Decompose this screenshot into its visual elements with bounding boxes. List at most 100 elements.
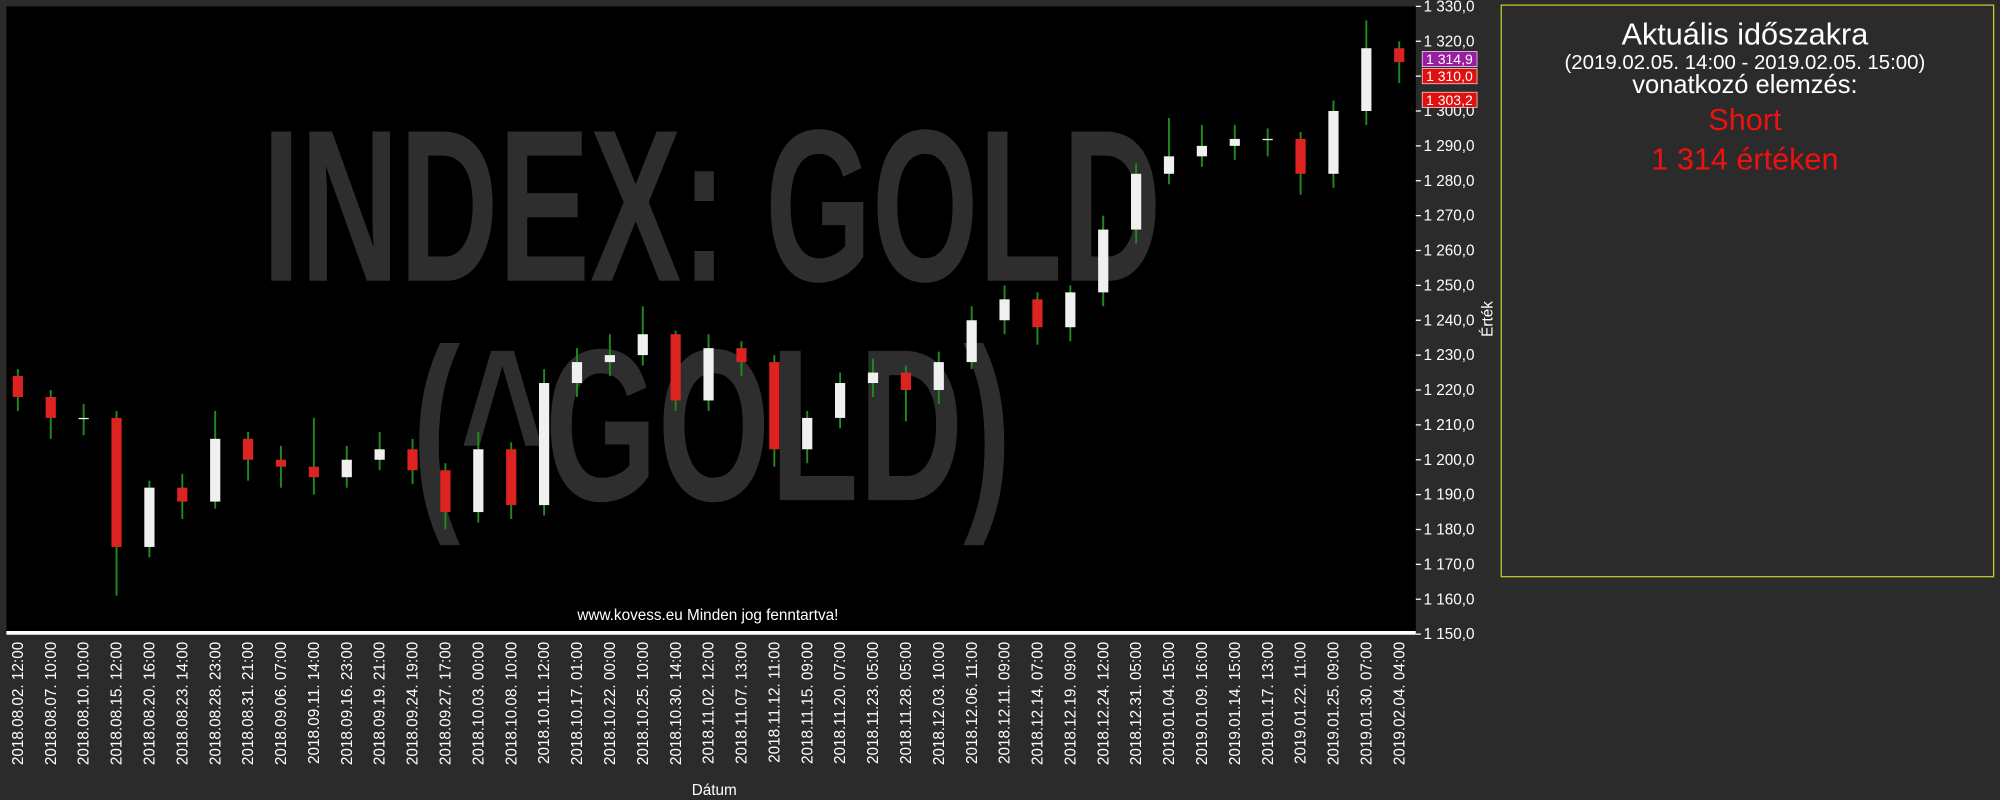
price-tag (1421, 51, 1478, 68)
x-tick-label: 2019.02.04. 04:00 (1391, 642, 1408, 765)
candle-body (1394, 48, 1405, 63)
candle-body (802, 417, 813, 450)
y-tick-label: 1 250,0 (1423, 277, 1474, 294)
x-tick-label: 2018.08.10. 10:00 (76, 642, 93, 765)
candle-body (1032, 299, 1043, 328)
candle-body (966, 320, 977, 363)
candle-body (604, 355, 615, 363)
candle-body (900, 372, 911, 391)
candle-body (835, 383, 846, 418)
x-tick-label: 2019.01.09. 16:00 (1194, 642, 1211, 765)
panel-period: (2019.02.05. 14:00 - 2019.02.05. 15:00) (1565, 52, 1926, 74)
x-tick-label: 2018.12.14. 07:00 (1030, 642, 1047, 765)
x-tick-label: 2018.09.11. 14:00 (306, 642, 323, 764)
candle-body (703, 348, 714, 401)
y-tick-label: 1 280,0 (1423, 173, 1474, 190)
candle-body (571, 362, 583, 384)
candle-body (177, 487, 188, 502)
panel-subtitle: vonatkozó elemzés: (1632, 71, 1857, 99)
candle-body (440, 470, 451, 513)
candles (12, 20, 1405, 596)
candle-body (78, 417, 89, 420)
plot-area (6, 6, 1416, 635)
x-tick-label: 2018.08.15. 12:00 (109, 642, 126, 765)
y-tick-label: 1 240,0 (1423, 312, 1474, 329)
candle-body (45, 396, 56, 418)
x-tick-label: 2019.01.22. 11:00 (1293, 642, 1310, 764)
y-axis-title: Érték (1479, 301, 1496, 337)
watermark-line: INDEX: GOLD (262, 85, 1161, 327)
y-tick-label: 1 160,0 (1423, 591, 1474, 608)
x-tick-label: 2018.09.06. 07:00 (273, 642, 290, 765)
x-tick-label: 2019.01.25. 09:00 (1326, 642, 1343, 765)
y-tick-label: 1 270,0 (1423, 208, 1474, 225)
candle-body (341, 459, 352, 478)
candle-body (1229, 138, 1240, 146)
candle-body (144, 487, 155, 547)
candle-body (1295, 138, 1306, 174)
y-tick-label: 1 190,0 (1423, 487, 1474, 504)
candle-body (933, 362, 944, 391)
x-tick-label: 2019.01.14. 15:00 (1227, 642, 1244, 765)
x-tick-label: 2018.10.08. 10:00 (503, 642, 520, 765)
x-tick-label: 2018.10.25. 10:00 (635, 642, 652, 765)
x-tick-label: 2018.09.24. 19:00 (405, 642, 422, 765)
x-tick-label: 2018.12.24. 12:00 (1095, 642, 1112, 765)
x-tick-label: 2018.11.15. 09:00 (799, 642, 816, 764)
price-tag (1421, 68, 1478, 85)
candle-body (999, 299, 1010, 321)
y-tick-label: 1 260,0 (1423, 243, 1474, 260)
x-tick-label: 2018.09.16. 23:00 (339, 642, 356, 765)
candle-body (506, 449, 517, 506)
x-tick-label: 2018.12.31. 05:00 (1128, 642, 1145, 765)
price-tag-label: 1 303,2 (1426, 92, 1473, 108)
candle-body (670, 334, 681, 401)
x-tick-label: 2018.09.19. 21:00 (372, 642, 389, 765)
candle-body (1131, 173, 1142, 230)
candle-body (407, 449, 418, 471)
y-tick-label: 1 330,0 (1423, 0, 1474, 15)
price-tag (1421, 91, 1478, 108)
x-tick-label: 2018.10.30. 14:00 (668, 642, 685, 765)
x-tick-label: 2019.01.04. 15:00 (1161, 642, 1178, 765)
candle-body (12, 376, 23, 397)
candle-body (1361, 48, 1372, 112)
x-tick-label: 2018.11.23. 05:00 (865, 642, 882, 764)
x-tick-label: 2018.11.07. 13:00 (734, 642, 751, 764)
analysis-panel (1500, 4, 1995, 578)
y-tick-label: 1 180,0 (1423, 522, 1474, 539)
candle-body (769, 362, 780, 450)
candle-body (1196, 145, 1207, 157)
x-tick-label: 2018.11.28. 05:00 (898, 642, 915, 764)
y-tick-label: 1 320,0 (1423, 33, 1474, 50)
candle-body (538, 383, 550, 506)
candle-body (637, 334, 648, 356)
candle-body (374, 449, 385, 460)
candle-body (308, 466, 319, 478)
x-tick-label: 2019.01.30. 07:00 (1358, 642, 1375, 765)
x-tick-label: 2018.10.17. 01:00 (569, 642, 586, 765)
panel-price: 1 314 értéken (1651, 143, 1838, 177)
x-tick-label: 2018.12.03. 10:00 (931, 642, 948, 765)
y-tick-label: 1 290,0 (1423, 138, 1474, 155)
x-tick-label: 2018.09.27. 17:00 (438, 642, 455, 765)
candle-body (1163, 156, 1175, 174)
x-tick-label: 2018.11.02. 12:00 (701, 642, 718, 764)
y-tick-label: 1 220,0 (1423, 382, 1474, 399)
x-tick-label: 2018.08.31. 21:00 (240, 642, 257, 765)
candle-body (1262, 138, 1273, 141)
x-tick-label: 2018.12.06. 11:00 (964, 642, 981, 764)
watermark-line: (^GOLD) (412, 304, 1011, 546)
candle-body (867, 372, 879, 384)
panel-title: Aktuális időszakra (1622, 18, 1870, 52)
panel-signal: Short (1708, 103, 1782, 137)
price-tag-label: 1 310,0 (1426, 68, 1473, 84)
x-tick-label: 2018.10.11. 12:00 (536, 642, 553, 764)
x-tick-label: 2018.10.22. 00:00 (602, 642, 619, 765)
candle-body (111, 417, 122, 547)
x-tick-label: 2018.11.12. 11:00 (766, 642, 783, 763)
y-tick-label: 1 210,0 (1423, 417, 1474, 434)
candle-body (473, 449, 484, 513)
y-tick-label: 1 170,0 (1423, 556, 1474, 573)
x-tick-label: 2018.08.20. 16:00 (142, 642, 159, 765)
